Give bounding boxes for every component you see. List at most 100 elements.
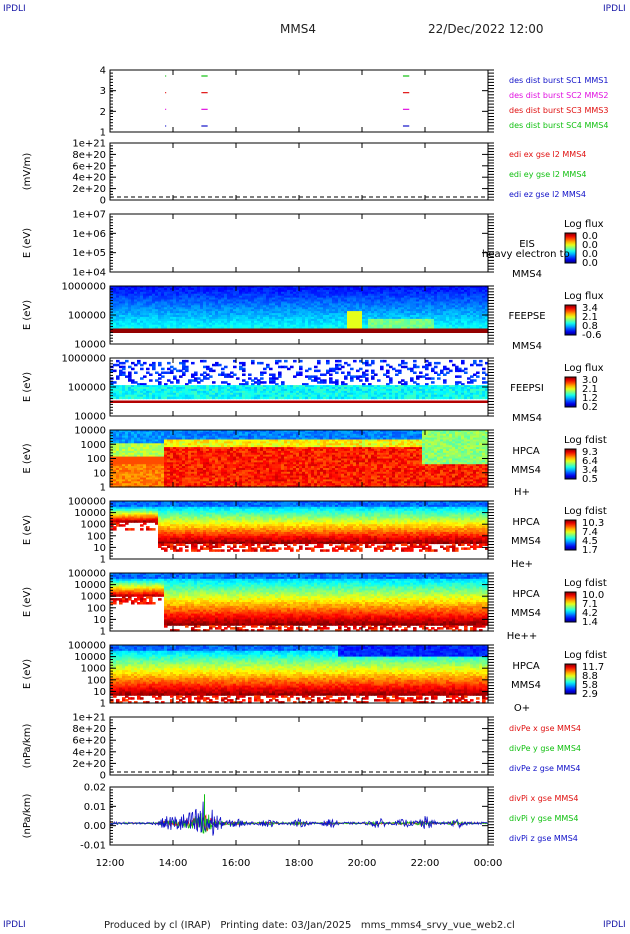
spectrogram-cell bbox=[344, 377, 348, 380]
spectrogram-cell bbox=[161, 375, 165, 378]
y-tick-label-feepsi: 10000 bbox=[74, 412, 106, 423]
spectrogram-cell bbox=[329, 374, 333, 377]
spectrogram-cell bbox=[437, 362, 441, 365]
spectrogram-feepsi bbox=[110, 360, 489, 403]
spectrogram-cell bbox=[464, 368, 468, 371]
spectrogram-cell bbox=[365, 370, 369, 373]
spectrogram-cell bbox=[158, 364, 162, 367]
spectrogram-cell bbox=[326, 362, 330, 365]
spectrogram-cell bbox=[152, 368, 156, 371]
spacecraft-label-feepse: MMS4 bbox=[512, 341, 542, 352]
colorbar-title-eis: Log flux bbox=[564, 219, 604, 230]
colorbar-tick-eis: 0.0 bbox=[582, 258, 598, 269]
spectrogram-cell bbox=[167, 362, 171, 365]
panel-frame-burst bbox=[110, 70, 488, 132]
spectrogram-cell bbox=[209, 375, 213, 378]
legend-entry-edi: edi ez gse l2 MMS4 bbox=[509, 190, 586, 199]
y-axis-label-eis: E (eV) bbox=[22, 228, 33, 258]
spectrogram-cell bbox=[350, 379, 354, 382]
spectrogram-cell bbox=[143, 362, 147, 365]
spectrogram-cell bbox=[170, 372, 174, 375]
spectrogram-cell bbox=[449, 360, 453, 363]
y-tick-label-feepsi: 1000000 bbox=[61, 354, 106, 365]
y-tick-label-edi: 4e+20 bbox=[72, 173, 106, 184]
legend-entry-burst: des dist burst SC2 MMS2 bbox=[509, 91, 608, 100]
spectrogram-cell bbox=[308, 368, 312, 371]
spectrogram-cell bbox=[482, 368, 486, 371]
spectrogram-cell bbox=[479, 364, 483, 367]
spectrogram-cell bbox=[251, 362, 255, 365]
y-axis-label-feepse: E (eV) bbox=[22, 300, 33, 330]
spectrogram-cell bbox=[449, 370, 453, 373]
panel-frame-edi bbox=[110, 143, 488, 200]
spectrogram-cell bbox=[290, 366, 294, 369]
spectrogram-cell bbox=[443, 381, 447, 384]
spectrogram-cell bbox=[317, 362, 321, 365]
spectrogram-cell bbox=[113, 381, 117, 384]
spectrogram-cell bbox=[404, 362, 408, 365]
spectrogram-cell bbox=[131, 368, 135, 371]
spectrogram-cell bbox=[431, 377, 435, 380]
spectrogram-cell bbox=[218, 364, 222, 367]
y-tick-label-feepsi: 100000 bbox=[68, 383, 106, 394]
spectrogram-cell bbox=[263, 381, 267, 384]
spectrogram-cell bbox=[374, 374, 378, 377]
spectrogram-cell bbox=[185, 360, 189, 363]
spectrogram-cell bbox=[143, 375, 147, 378]
spectrogram-cell bbox=[416, 366, 420, 369]
colorbar-title-feepsi: Log flux bbox=[564, 363, 604, 374]
spectrogram-cell bbox=[425, 374, 429, 377]
spacecraft-label-feepsi: MMS4 bbox=[512, 413, 542, 424]
legend-entry-burst: des dist burst SC1 MMS1 bbox=[509, 76, 608, 85]
spectrogram-cell bbox=[428, 364, 432, 367]
y-tick-label-feepse: 10000 bbox=[74, 340, 106, 351]
spectrogram-cell bbox=[314, 366, 318, 369]
spectrogram-cell bbox=[338, 360, 342, 363]
spectrogram-cell bbox=[383, 360, 387, 363]
spectrogram-cell bbox=[260, 362, 264, 365]
spectrogram-cell bbox=[365, 374, 369, 377]
spectrogram-cell bbox=[161, 368, 165, 371]
spectrogram-cell bbox=[242, 374, 246, 377]
spectrogram-cell bbox=[476, 375, 480, 378]
legend-entry-burst: des dist burst SC4 MMS4 bbox=[509, 121, 608, 130]
spectrogram-cell bbox=[482, 377, 486, 380]
spectrogram-cell bbox=[182, 374, 186, 377]
instrument-label-feepse: FEEPSE bbox=[508, 311, 545, 322]
legend-entry-burst: des dist burst SC3 MMS3 bbox=[509, 106, 608, 115]
spectrogram-cell bbox=[377, 379, 381, 382]
overlay-text-eis: heavy electron to bbox=[482, 249, 570, 260]
y-tick-label-edi: 2e+20 bbox=[72, 184, 106, 195]
spectrogram-cell bbox=[263, 372, 267, 375]
spectrogram-cell bbox=[248, 374, 252, 377]
colorbar-tick-feepsi: 0.2 bbox=[582, 402, 598, 413]
spectrogram-cell bbox=[431, 381, 435, 384]
y-tick-label-edi: 8e+20 bbox=[72, 150, 106, 161]
multi-panel-chart: 4321des dist burst SC1 MMS1des dist burs… bbox=[0, 0, 630, 934]
colorbar-tick-feepse: -0.6 bbox=[582, 330, 602, 341]
spectrogram-cell bbox=[380, 368, 384, 371]
spectrogram-cell bbox=[461, 362, 465, 365]
spectrogram-cell bbox=[359, 379, 363, 382]
y-tick-label-edi: 6e+20 bbox=[72, 161, 106, 172]
spacecraft-label-eis: MMS4 bbox=[512, 269, 542, 280]
spectrogram-cell bbox=[386, 372, 390, 375]
spectrogram-cell bbox=[371, 377, 375, 380]
legend-entry-edi: edi ex gse l2 MMS4 bbox=[509, 150, 586, 159]
spectrogram-cell bbox=[464, 372, 468, 375]
spectrogram-cell bbox=[434, 366, 438, 369]
y-tick-label-eis: 1e+07 bbox=[72, 210, 106, 221]
y-tick-label-burst: 1 bbox=[100, 128, 106, 139]
spectrogram-cell bbox=[194, 374, 198, 377]
spectrogram-cell bbox=[473, 379, 477, 382]
spectrogram-cell bbox=[350, 368, 354, 371]
spectrogram-cell bbox=[413, 360, 417, 363]
spectrogram-cell bbox=[317, 370, 321, 373]
spectrogram-cell bbox=[365, 379, 369, 382]
spectrogram-cell bbox=[233, 374, 237, 377]
spectrogram-cell bbox=[359, 368, 363, 371]
colorbar-feepse bbox=[565, 305, 576, 335]
spectrogram-cell bbox=[224, 366, 228, 369]
spectrogram-cell bbox=[191, 362, 195, 365]
y-tick-label-edi: 0 bbox=[100, 196, 106, 207]
